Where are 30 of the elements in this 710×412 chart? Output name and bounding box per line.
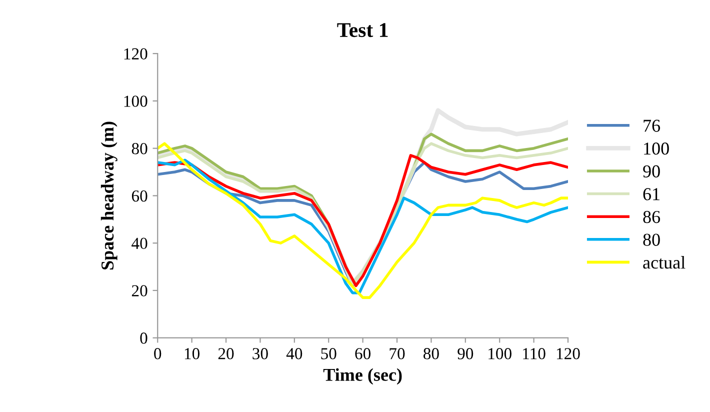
legend-label: 80 [643, 234, 660, 246]
legend-label: 90 [643, 165, 660, 178]
y-axis-title: Space headway (m) [100, 122, 118, 270]
x-tick-label: 60 [355, 348, 371, 360]
x-tick-label: 10 [184, 348, 200, 360]
x-tick-label: 20 [218, 348, 234, 360]
x-tick-label: 50 [321, 348, 336, 360]
y-tick-label: 60 [132, 190, 148, 202]
legend-label: 61 [643, 188, 660, 200]
x-tick-label: 80 [424, 348, 439, 360]
chart-title: Test 1 [337, 23, 388, 38]
y-tick-label: 80 [132, 143, 148, 154]
x-tick-label: 120 [556, 348, 580, 360]
y-tick-label: 100 [124, 96, 148, 107]
x-tick-label: 100 [488, 348, 512, 360]
x-tick-label: 90 [458, 348, 474, 360]
legend-label: 76 [644, 120, 660, 132]
x-tick-label: 30 [252, 348, 268, 360]
x-tick-label: 70 [390, 348, 405, 360]
y-tick-label: 0 [140, 332, 148, 344]
x-tick-label: 40 [286, 348, 302, 360]
y-tick-label: 120 [124, 48, 148, 60]
x-tick-label: 110 [523, 348, 546, 360]
x-axis-title: Time (sec) [323, 368, 402, 385]
legend-label: actual [643, 256, 686, 269]
x-tick-label: 0 [154, 348, 162, 360]
legend-label: 86 [643, 210, 660, 224]
legend-label: 100 [644, 142, 669, 155]
y-tick-label: 20 [132, 285, 148, 296]
y-tick-label: 40 [132, 238, 148, 250]
